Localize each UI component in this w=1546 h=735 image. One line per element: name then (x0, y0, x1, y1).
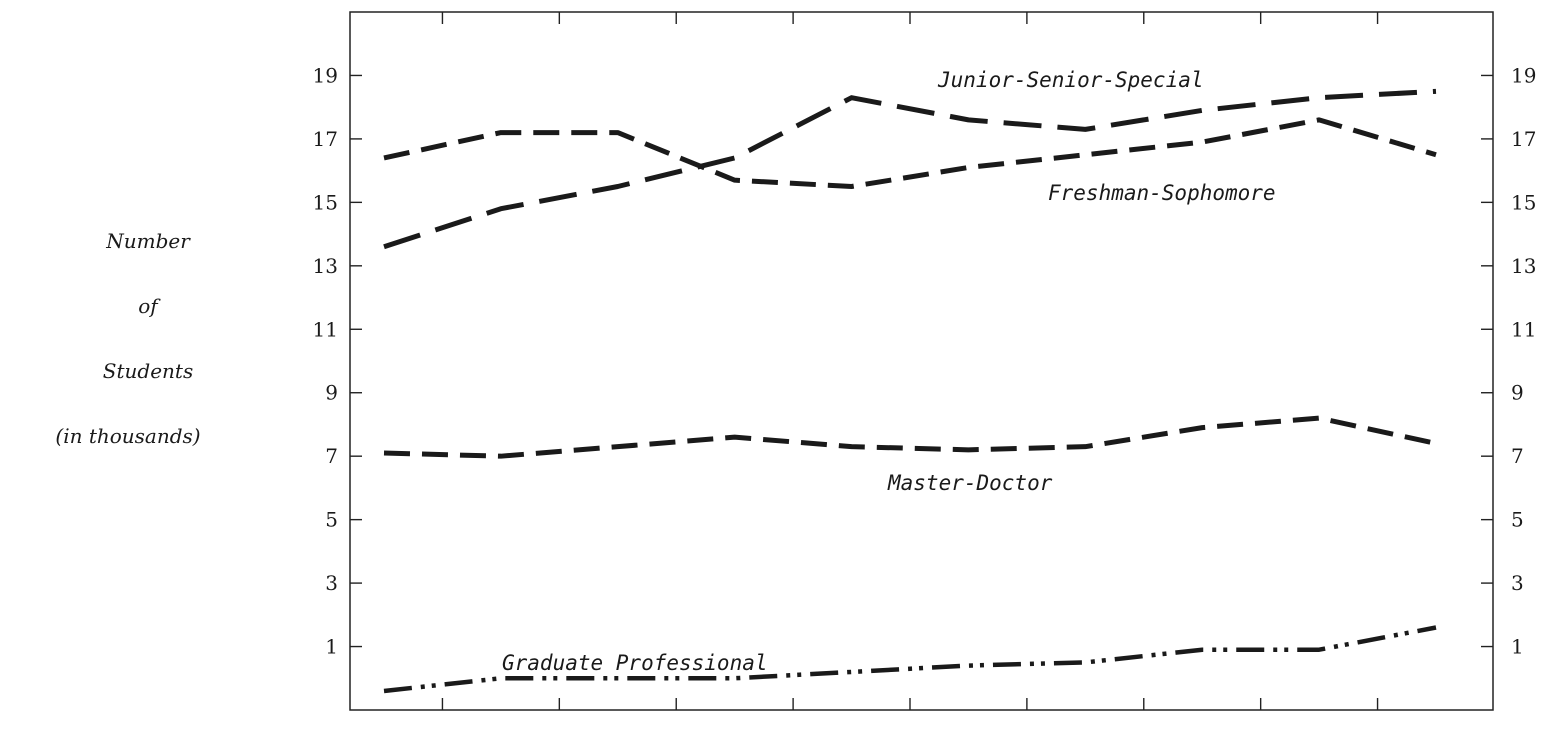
y-tick-label-left: 5 (325, 508, 338, 532)
series-lines (383, 88, 1437, 694)
y-tick-label-left: 19 (313, 63, 338, 87)
y-axis-label-line-4: (in thousands) (55, 424, 200, 448)
y-tick-label-right: 9 (1511, 381, 1524, 405)
y-tick-label-right: 13 (1511, 254, 1536, 278)
y-tick-label-left: 17 (313, 127, 338, 151)
y-tick-label-right: 1 (1511, 635, 1524, 659)
y-tick-label-left: 13 (313, 254, 338, 278)
annotation-junior-senior-special: Junior-Senior-Special (937, 68, 1204, 92)
series-annotations: Junior-Senior-Special Freshman-Sophomore… (502, 68, 1276, 675)
y-tick-label-left: 9 (325, 381, 338, 405)
y-tick-label-right: 17 (1511, 127, 1536, 151)
annotation-graduate-professional: Graduate Professional (502, 651, 768, 675)
series-line-junior-senior-special (383, 88, 1437, 250)
y-tick-label-left: 3 (325, 571, 338, 595)
y-tick-label-right: 15 (1511, 190, 1536, 214)
y-tick-label-left: 1 (325, 635, 338, 659)
series-line-freshman-sophomore (383, 117, 1437, 189)
axis-ticks (350, 12, 1493, 710)
series-line-master-doctor (383, 415, 1437, 459)
annotation-freshman-sophomore: Freshman-Sophomore (1048, 181, 1276, 205)
y-tick-label-left: 15 (313, 190, 338, 214)
series-line-graduate-professional (383, 625, 1437, 694)
y-tick-label-right: 3 (1511, 571, 1524, 595)
y-tick-label-right: 11 (1511, 317, 1536, 341)
y-tick-label-right: 19 (1511, 63, 1536, 87)
y-axis-label-line-3: Students (103, 359, 193, 383)
y-axis-label: Number of Students (in thousands) (55, 229, 200, 448)
y-axis-label-line-1: Number (105, 229, 191, 253)
plot-border (349, 11, 1494, 711)
y-tick-label-right: 7 (1511, 444, 1524, 468)
y-tick-label-left: 7 (325, 444, 338, 468)
plot-frame (349, 11, 1494, 711)
y-tick-label-left: 11 (313, 317, 338, 341)
y-tick-label-right: 5 (1511, 508, 1524, 532)
annotation-master-doctor: Master-Doctor (887, 471, 1053, 495)
y-axis-label-line-2: of (138, 294, 161, 318)
